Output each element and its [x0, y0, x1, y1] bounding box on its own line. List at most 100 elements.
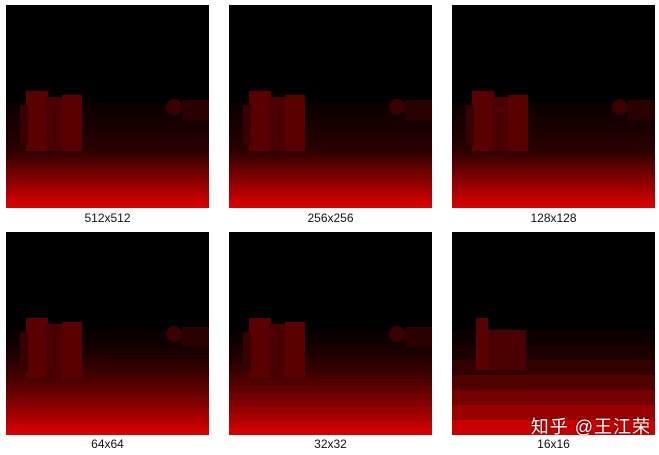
object — [389, 99, 405, 115]
object — [488, 330, 526, 370]
object — [20, 332, 28, 372]
floor-band — [6, 413, 209, 418]
depth-svg-128 — [452, 5, 655, 208]
floor-band — [6, 373, 209, 378]
object — [405, 327, 432, 347]
object — [62, 322, 82, 378]
object — [405, 100, 432, 120]
object — [243, 332, 251, 372]
floor-band — [229, 365, 432, 373]
floor-band — [6, 344, 209, 349]
floor-band — [452, 405, 655, 421]
label-64: 64x64 — [91, 437, 124, 451]
label-16: 16x16 — [537, 437, 570, 451]
floor-band — [229, 351, 432, 359]
floor-band — [6, 398, 209, 404]
floor-band — [6, 416, 209, 422]
floor-band — [6, 420, 209, 425]
object — [46, 97, 64, 151]
object — [269, 324, 287, 378]
floor-band — [6, 384, 209, 389]
object — [243, 105, 251, 145]
floor-band — [6, 424, 209, 429]
floor-band — [452, 390, 655, 406]
object — [62, 95, 82, 151]
floor-band — [6, 369, 209, 375]
object — [269, 97, 287, 151]
depth-image-128 — [452, 5, 655, 208]
floor-band — [229, 358, 432, 366]
floor-band — [6, 391, 209, 396]
floor-band — [452, 375, 655, 391]
object — [466, 105, 474, 145]
floor-band — [6, 377, 209, 382]
object — [628, 100, 655, 120]
floor-band — [229, 400, 432, 408]
floor-band — [229, 372, 432, 380]
floor-band — [229, 344, 432, 352]
object — [612, 99, 628, 115]
depth-svg-64 — [6, 232, 209, 435]
object — [166, 326, 182, 342]
label-256: 256x256 — [307, 211, 354, 225]
floor-band — [6, 431, 209, 435]
object — [508, 95, 528, 151]
floor-band — [6, 380, 209, 385]
label-512: 512x512 — [84, 211, 131, 225]
floor-band — [6, 330, 209, 335]
depth-svg-32 — [229, 232, 432, 435]
floor-band — [229, 386, 432, 394]
object — [249, 318, 271, 378]
object — [166, 99, 182, 115]
object — [492, 97, 510, 151]
floor-band — [452, 420, 655, 435]
label-32: 32x32 — [314, 437, 347, 451]
scene-objects — [243, 318, 432, 378]
scene-objects — [243, 91, 432, 151]
floor-band — [6, 366, 209, 371]
object — [249, 91, 271, 151]
scene-objects — [20, 318, 209, 378]
depth-image-16 — [452, 232, 655, 435]
floor-band — [229, 421, 432, 429]
object — [476, 318, 488, 370]
object — [285, 95, 305, 151]
floor-band — [6, 358, 209, 364]
object — [26, 318, 48, 378]
floor-band — [229, 393, 432, 401]
floor-band — [6, 333, 209, 338]
depth-svg-256 — [229, 5, 432, 208]
scene-objects — [476, 318, 526, 370]
object — [285, 322, 305, 378]
floor-band — [6, 406, 209, 411]
object — [472, 91, 494, 151]
floor-band — [229, 337, 432, 345]
floor-band — [229, 379, 432, 387]
floor-band — [6, 362, 209, 367]
object — [46, 324, 64, 378]
depth-svg-512 — [6, 5, 209, 208]
floor-band — [229, 428, 432, 435]
floor-band — [6, 409, 209, 414]
scene-objects — [466, 91, 655, 151]
floor-band — [6, 351, 209, 356]
object — [26, 91, 48, 151]
object — [182, 327, 209, 347]
floor-band — [6, 402, 209, 407]
floor-band — [6, 427, 209, 432]
depth-image-64 — [6, 232, 209, 435]
depth-image-256 — [229, 5, 432, 208]
object — [182, 100, 209, 120]
floor-band — [229, 330, 432, 338]
floor-band — [229, 407, 432, 415]
floor-band — [6, 395, 209, 400]
floor-band — [6, 340, 209, 346]
depth-image-32 — [229, 232, 432, 435]
floor-band — [6, 387, 209, 393]
depth-image-512 — [6, 5, 209, 208]
floor-band — [6, 348, 209, 353]
floor-band — [229, 414, 432, 422]
object — [20, 105, 28, 145]
object — [389, 326, 405, 342]
label-128: 128x128 — [530, 211, 577, 225]
